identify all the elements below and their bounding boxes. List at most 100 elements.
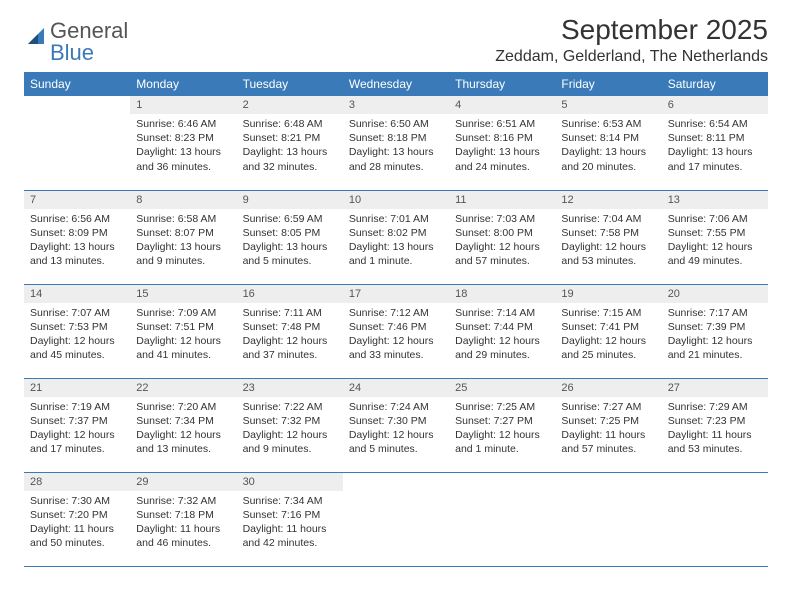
daylight-text: and 29 minutes. (455, 348, 549, 362)
daylight-text: Daylight: 12 hours (349, 334, 443, 348)
day-number: 11 (449, 191, 555, 209)
daylight-text: Daylight: 11 hours (30, 522, 124, 536)
day-details: Sunrise: 7:34 AMSunset: 7:16 PMDaylight:… (237, 491, 343, 554)
calendar-cell: 19Sunrise: 7:15 AMSunset: 7:41 PMDayligh… (555, 284, 661, 378)
day-details: Sunrise: 7:06 AMSunset: 7:55 PMDaylight:… (662, 209, 768, 272)
calendar-cell (24, 96, 130, 190)
daylight-text: Daylight: 11 hours (243, 522, 337, 536)
day-number: 29 (130, 473, 236, 491)
calendar-cell: 10Sunrise: 7:01 AMSunset: 8:02 PMDayligh… (343, 190, 449, 284)
calendar-cell: 14Sunrise: 7:07 AMSunset: 7:53 PMDayligh… (24, 284, 130, 378)
day-number: 1 (130, 96, 236, 114)
daylight-text: and 1 minute. (349, 254, 443, 268)
daylight-text: and 53 minutes. (668, 442, 762, 456)
day-details: Sunrise: 7:09 AMSunset: 7:51 PMDaylight:… (130, 303, 236, 366)
weekday-header: Wednesday (343, 72, 449, 96)
brand-name-2: Blue (50, 40, 94, 65)
daylight-text: Daylight: 12 hours (455, 334, 549, 348)
header: General Blue September 2025 Zeddam, Geld… (24, 14, 768, 66)
daylight-text: Daylight: 12 hours (243, 428, 337, 442)
weekday-header: Thursday (449, 72, 555, 96)
day-number: 24 (343, 379, 449, 397)
day-details: Sunrise: 6:58 AMSunset: 8:07 PMDaylight:… (130, 209, 236, 272)
weekday-header: Sunday (24, 72, 130, 96)
daylight-text: Daylight: 12 hours (561, 240, 655, 254)
daylight-text: and 17 minutes. (668, 160, 762, 174)
day-number: 26 (555, 379, 661, 397)
sunrise-text: Sunrise: 7:25 AM (455, 400, 549, 414)
sunset-text: Sunset: 8:07 PM (136, 226, 230, 240)
day-number: 17 (343, 285, 449, 303)
day-number: 10 (343, 191, 449, 209)
day-number: 16 (237, 285, 343, 303)
daylight-text: and 41 minutes. (136, 348, 230, 362)
day-number: 28 (24, 473, 130, 491)
day-details: Sunrise: 7:19 AMSunset: 7:37 PMDaylight:… (24, 397, 130, 460)
day-number: 14 (24, 285, 130, 303)
calendar-cell (662, 472, 768, 566)
brand-text: General Blue (50, 20, 128, 64)
daylight-text: and 33 minutes. (349, 348, 443, 362)
daylight-text: and 28 minutes. (349, 160, 443, 174)
weekday-header: Tuesday (237, 72, 343, 96)
daylight-text: Daylight: 13 hours (30, 240, 124, 254)
sunset-text: Sunset: 8:11 PM (668, 131, 762, 145)
day-number: 15 (130, 285, 236, 303)
day-number: 21 (24, 379, 130, 397)
daylight-text: Daylight: 13 hours (136, 240, 230, 254)
calendar-cell: 1Sunrise: 6:46 AMSunset: 8:23 PMDaylight… (130, 96, 236, 190)
calendar-cell: 3Sunrise: 6:50 AMSunset: 8:18 PMDaylight… (343, 96, 449, 190)
sunrise-text: Sunrise: 7:09 AM (136, 306, 230, 320)
calendar-cell: 29Sunrise: 7:32 AMSunset: 7:18 PMDayligh… (130, 472, 236, 566)
weekday-row: Sunday Monday Tuesday Wednesday Thursday… (24, 72, 768, 96)
daylight-text: and 5 minutes. (349, 442, 443, 456)
sunrise-text: Sunrise: 7:19 AM (30, 400, 124, 414)
daylight-text: and 13 minutes. (136, 442, 230, 456)
sunrise-text: Sunrise: 7:15 AM (561, 306, 655, 320)
daylight-text: and 1 minute. (455, 442, 549, 456)
day-number: 5 (555, 96, 661, 114)
calendar-row: 14Sunrise: 7:07 AMSunset: 7:53 PMDayligh… (24, 284, 768, 378)
sunset-text: Sunset: 7:20 PM (30, 508, 124, 522)
day-details: Sunrise: 6:54 AMSunset: 8:11 PMDaylight:… (662, 114, 768, 177)
daylight-text: and 57 minutes. (561, 442, 655, 456)
sunrise-text: Sunrise: 7:01 AM (349, 212, 443, 226)
calendar-cell: 8Sunrise: 6:58 AMSunset: 8:07 PMDaylight… (130, 190, 236, 284)
sunset-text: Sunset: 7:32 PM (243, 414, 337, 428)
day-number: 4 (449, 96, 555, 114)
day-details: Sunrise: 7:11 AMSunset: 7:48 PMDaylight:… (237, 303, 343, 366)
daylight-text: Daylight: 12 hours (136, 428, 230, 442)
daylight-text: and 5 minutes. (243, 254, 337, 268)
sunset-text: Sunset: 7:34 PM (136, 414, 230, 428)
calendar-cell: 27Sunrise: 7:29 AMSunset: 7:23 PMDayligh… (662, 378, 768, 472)
day-details: Sunrise: 7:17 AMSunset: 7:39 PMDaylight:… (662, 303, 768, 366)
calendar-cell: 26Sunrise: 7:27 AMSunset: 7:25 PMDayligh… (555, 378, 661, 472)
title-block: September 2025 Zeddam, Gelderland, The N… (495, 14, 768, 66)
sunset-text: Sunset: 8:18 PM (349, 131, 443, 145)
daylight-text: Daylight: 13 hours (243, 240, 337, 254)
sunset-text: Sunset: 7:18 PM (136, 508, 230, 522)
calendar-cell: 30Sunrise: 7:34 AMSunset: 7:16 PMDayligh… (237, 472, 343, 566)
calendar-cell: 20Sunrise: 7:17 AMSunset: 7:39 PMDayligh… (662, 284, 768, 378)
daylight-text: Daylight: 12 hours (349, 428, 443, 442)
sail-icon (26, 26, 46, 51)
daylight-text: Daylight: 13 hours (243, 145, 337, 159)
daylight-text: and 13 minutes. (30, 254, 124, 268)
calendar-cell (449, 472, 555, 566)
day-number: 8 (130, 191, 236, 209)
sunset-text: Sunset: 7:16 PM (243, 508, 337, 522)
daylight-text: and 9 minutes. (243, 442, 337, 456)
sunset-text: Sunset: 7:25 PM (561, 414, 655, 428)
day-number: 6 (662, 96, 768, 114)
day-details: Sunrise: 7:24 AMSunset: 7:30 PMDaylight:… (343, 397, 449, 460)
daylight-text: Daylight: 12 hours (30, 334, 124, 348)
sunset-text: Sunset: 8:16 PM (455, 131, 549, 145)
calendar-cell: 25Sunrise: 7:25 AMSunset: 7:27 PMDayligh… (449, 378, 555, 472)
calendar-cell: 24Sunrise: 7:24 AMSunset: 7:30 PMDayligh… (343, 378, 449, 472)
day-number: 18 (449, 285, 555, 303)
day-number: 2 (237, 96, 343, 114)
day-details: Sunrise: 6:51 AMSunset: 8:16 PMDaylight:… (449, 114, 555, 177)
sunrise-text: Sunrise: 7:22 AM (243, 400, 337, 414)
daylight-text: and 57 minutes. (455, 254, 549, 268)
daylight-text: Daylight: 13 hours (668, 145, 762, 159)
